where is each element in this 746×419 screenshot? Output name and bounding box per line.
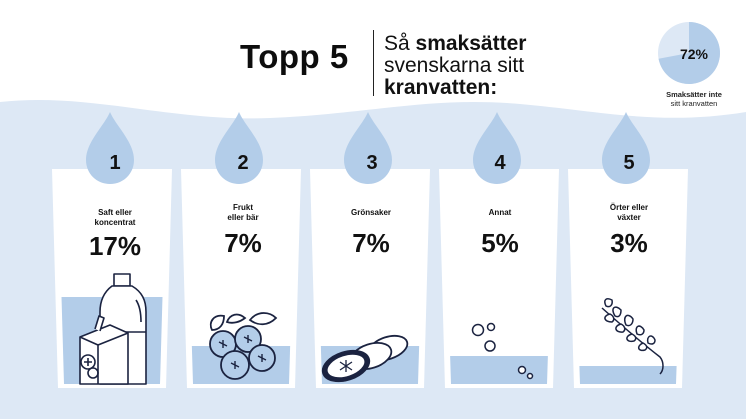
item-percent-2: 7% (224, 228, 262, 258)
drop-1 (86, 112, 134, 184)
item-label-2-line-1: Frukt (233, 203, 253, 212)
subtitle-line-2: svenskarna sitt (384, 54, 525, 77)
pie-note-line-1: Smaksätter inte (666, 90, 722, 99)
blueberries-icon (209, 312, 278, 380)
rank-5: 5 (623, 152, 635, 174)
water-level-5 (579, 366, 677, 384)
bubbles-icon (471, 322, 534, 380)
drops-group (86, 112, 650, 184)
item-label-4-line-1: Annat (488, 208, 512, 217)
item-label-5-line-2: växter (617, 213, 641, 222)
item-label-5: Örter eller växter (574, 203, 684, 223)
glass-4 (439, 169, 559, 388)
item-label-2: Frukt eller bär (188, 203, 298, 223)
drop-5 (602, 112, 650, 184)
item-percent-3: 7% (352, 228, 390, 258)
herb-sprig-icon (601, 298, 664, 375)
drop-2 (215, 112, 263, 184)
item-label-2-line-2: eller bär (227, 213, 259, 222)
subtitle-line-1: Så smaksätter (384, 33, 526, 55)
rank-3: 3 (366, 152, 378, 174)
pie-slice-72 (658, 22, 720, 85)
item-percent-5: 3% (610, 228, 648, 258)
pie-chart (658, 22, 720, 85)
item-label-4: Annat (445, 208, 555, 218)
water-level-4 (450, 356, 548, 384)
rank-4: 4 (494, 152, 506, 174)
glass-5 (568, 169, 688, 388)
drop-4 (473, 112, 521, 184)
item-percent-4: 5% (481, 228, 519, 258)
item-label-3: Grönsaker (316, 208, 426, 218)
glass-2 (181, 169, 301, 388)
item-label-1: Saft eller koncentrat (60, 208, 170, 228)
item-label-1-line-1: Saft eller (98, 208, 132, 217)
subtitle-line-1-bold: smaksätter (415, 32, 527, 55)
item-label-5-line-1: Örter eller (609, 203, 649, 212)
title-divider (373, 30, 374, 96)
item-label-3-line-1: Grönsaker (350, 208, 392, 217)
item-label-1-line-2: koncentrat (94, 218, 136, 227)
cucumber-slices-icon (321, 334, 409, 383)
item-percent-1: 17% (88, 231, 142, 261)
page-title: Topp 5 (240, 38, 349, 75)
pie-note: Smaksätter inte sitt kranvatten (652, 90, 736, 108)
rank-2: 2 (237, 152, 249, 174)
glass-3 (310, 169, 430, 388)
drop-3 (344, 112, 392, 184)
pie-note-line-2: sitt kranvatten (670, 99, 718, 108)
pie-percent-label: 72% (679, 46, 709, 62)
rank-1: 1 (109, 152, 121, 174)
juice-bottle-and-carton-icon (79, 273, 147, 385)
page-subtitle: Så smaksätter svenskarna sitt kranvatten… (384, 33, 526, 99)
subtitle-line-3: kranvatten: (384, 76, 498, 99)
subtitle-line-1-plain: Så (384, 32, 416, 55)
